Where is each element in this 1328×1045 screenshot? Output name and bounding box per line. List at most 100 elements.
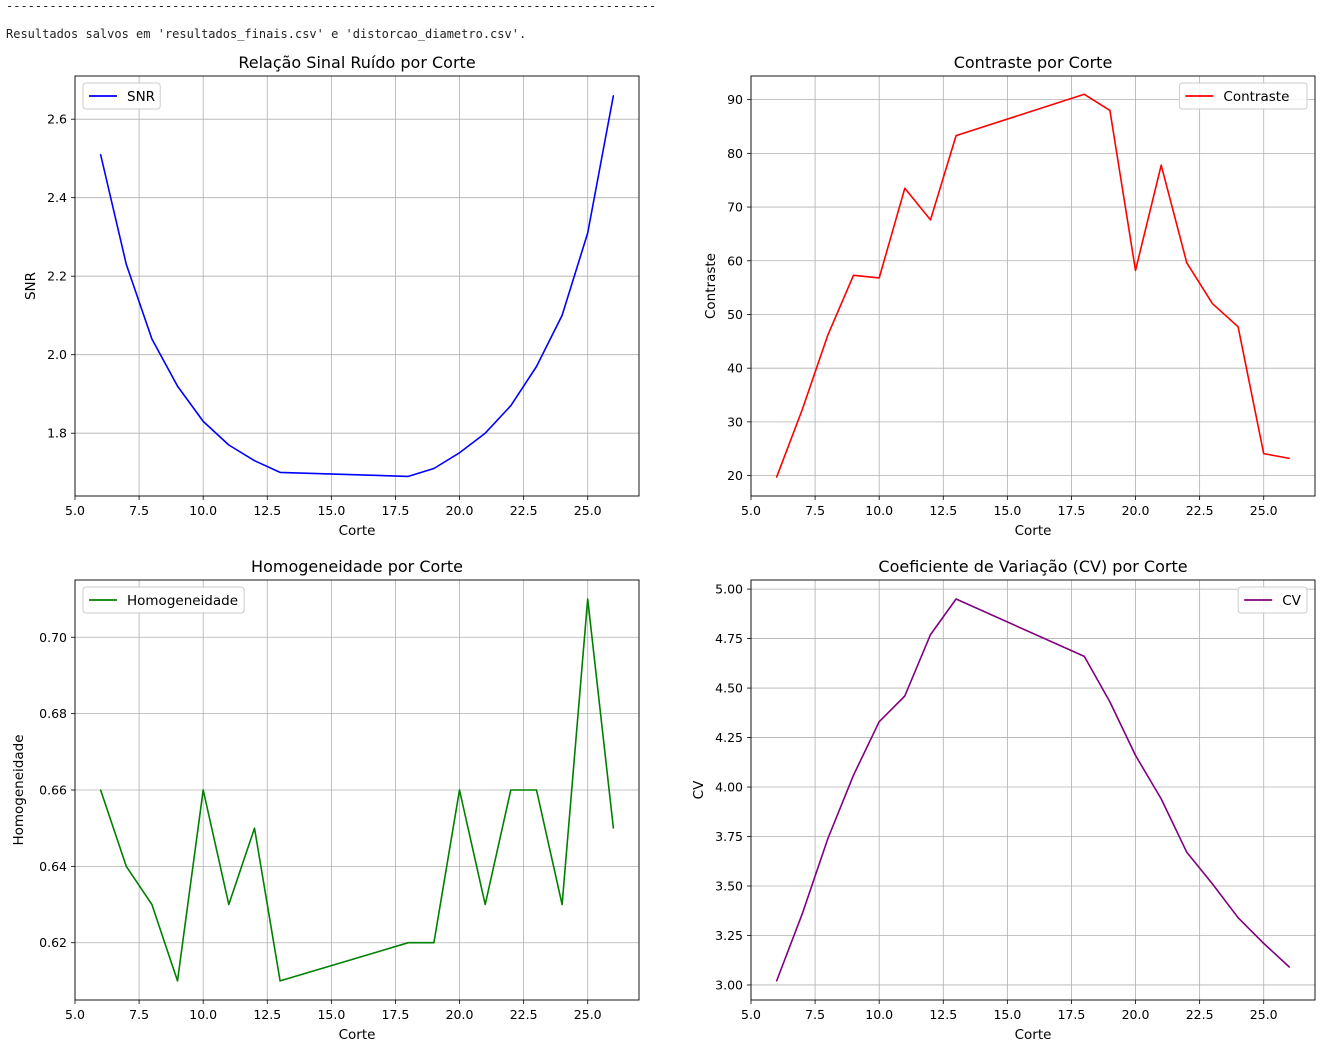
chart-4-data-point xyxy=(801,913,803,915)
chart-1-data-point xyxy=(253,460,256,462)
chart-4-data-point xyxy=(904,695,906,697)
chart-3-title: Homogeneidade por Corte xyxy=(251,557,463,576)
chart-2-data-point xyxy=(801,408,803,411)
chart-2-series-contraste-line xyxy=(775,93,1290,478)
chart-2-data-point xyxy=(955,135,957,137)
chart-3-x-tick-label: 22.5 xyxy=(510,1007,538,1022)
chart-4-legend: CV xyxy=(1237,586,1308,614)
chart-1-y-tick-label: 1.8 xyxy=(47,426,67,441)
chart-2-axes-frame xyxy=(750,75,1316,497)
chart-2-data-point xyxy=(827,334,829,336)
chart-3-y-axis-label: Homogeneidade xyxy=(11,734,27,845)
chart-4-data-point xyxy=(1211,883,1214,885)
chart-4-x-tick-label: 20.0 xyxy=(1122,1007,1150,1022)
chart-4-data-point xyxy=(827,837,829,840)
chart-3-legend: Homogeneidade xyxy=(82,586,245,614)
chart-3-data-point xyxy=(228,903,230,906)
chart-2-y-tick-label: 30 xyxy=(727,414,743,429)
chart-4-data-point xyxy=(955,598,957,600)
chart-2-y-tick-label: 40 xyxy=(727,361,743,376)
chart-3-data-point xyxy=(458,789,461,791)
chart-4-x-tick-label: 15.0 xyxy=(993,1007,1021,1022)
chart-4-y-tick-label: 4.25 xyxy=(715,730,743,745)
chart-2-legend: Contraste xyxy=(1178,82,1308,110)
chart-1-y-axis-label: SNR xyxy=(23,272,39,300)
chart-3-x-tick-label: 10.0 xyxy=(189,1007,217,1022)
chart-1-x-tick-label: 7.5 xyxy=(129,503,149,518)
chart-1-data-point xyxy=(176,385,179,387)
chart-3: 5.0 7.5 10.0 12.5 15.0 17.5 20.0 22.5 25.0 0.62 0.… xyxy=(11,557,640,1043)
chart-1-title: Relação Sinal Ruído por Corte xyxy=(238,53,475,72)
chart-2-x-axis-label: Corte xyxy=(1015,523,1052,539)
chart-1-x-axis-label: Corte xyxy=(339,523,376,539)
chart-1-data-point xyxy=(561,314,563,317)
chart-3-data-point xyxy=(176,980,179,982)
chart-2-y-tick-label: 90 xyxy=(727,92,743,107)
chart-3-x-tick-label: 25.0 xyxy=(574,1007,602,1022)
chart-2-data-point xyxy=(1186,262,1188,264)
chart-3-y-tick-label: 0.70 xyxy=(39,630,67,645)
chart-4-x-tick-label: 17.5 xyxy=(1058,1007,1086,1022)
chart-4-data-point xyxy=(1263,942,1265,944)
chart-3-x-tick-label: 20.0 xyxy=(446,1007,474,1022)
chart-3-data-point xyxy=(407,942,409,944)
chart-4-title: Coeficiente de Variação (CV) por Corte xyxy=(878,557,1187,576)
chart-1-data-point xyxy=(458,452,461,454)
chart-4-data-point xyxy=(1288,966,1290,968)
chart-1-x-tick-label: 25.0 xyxy=(574,503,602,518)
chart-4-data-point xyxy=(1109,701,1111,703)
chart-3-data-point xyxy=(279,980,281,982)
chart-1-y-tick-label: 2.6 xyxy=(47,112,67,127)
chart-4-y-axis-label: CV xyxy=(691,780,707,799)
chart-1-x-tick-label: 5.0 xyxy=(65,503,85,518)
chart-4-x-tick-label: 25.0 xyxy=(1250,1007,1278,1022)
chart-2-x-tick-label: 22.5 xyxy=(1186,503,1214,518)
chart-4-y-tick-label: 4.00 xyxy=(715,780,743,795)
chart-4-data-point xyxy=(852,774,855,776)
chart-4-data-point xyxy=(1134,754,1137,756)
chart-1-axes-frame xyxy=(74,75,640,497)
chart-4-data-point xyxy=(1237,917,1239,919)
chart-1-data-point xyxy=(279,471,281,474)
chart-3-x-tick-label: 7.5 xyxy=(129,1007,149,1022)
chart-3-x-tick-label: 17.5 xyxy=(382,1007,410,1022)
chart-2-data-point xyxy=(1237,326,1239,328)
chart-1-y-tick-label: 2.2 xyxy=(47,269,67,284)
chart-2-data-point xyxy=(929,219,932,221)
chart-3-data-point xyxy=(100,789,102,791)
chart-4-x-tick-label: 5.0 xyxy=(741,1007,761,1022)
chart-2-legend-label: Contraste xyxy=(1223,89,1289,105)
chart-4-data-point xyxy=(878,721,880,723)
chart-3-x-tick-label: 12.5 xyxy=(253,1007,281,1022)
chart-2-y-axis-label: Contraste xyxy=(703,253,719,319)
chart-3-data-point xyxy=(151,903,153,906)
chart-2-legend-box xyxy=(1178,82,1308,110)
chart-1-data-point xyxy=(202,420,204,423)
chart-3-x-tick-label: 15.0 xyxy=(317,1007,345,1022)
chart-1-data-point xyxy=(535,365,538,368)
chart-3-data-point xyxy=(587,598,589,600)
chart-2-data-point xyxy=(776,476,778,478)
chart-2-title: Contraste por Corte xyxy=(954,53,1113,72)
chart-2-x-tick-label: 7.5 xyxy=(805,503,825,518)
chart-2-x-tick-label: 20.0 xyxy=(1122,503,1150,518)
chart-4-x-tick-label: 22.5 xyxy=(1186,1007,1214,1022)
chart-2-y-tick-label: 20 xyxy=(727,468,743,483)
chart-1-x-tick-label: 15.0 xyxy=(317,503,345,518)
chart-3-x-axis-label: Corte xyxy=(339,1027,376,1043)
chart-3-data-point xyxy=(484,903,486,906)
chart-2-data-point xyxy=(852,274,855,276)
chart-2-data-point xyxy=(1263,452,1265,455)
chart-2-x-tick-label: 17.5 xyxy=(1058,503,1086,518)
chart-1-data-point xyxy=(125,263,127,266)
chart-4-y-tick-label: 4.50 xyxy=(715,681,743,696)
chart-2-data-point xyxy=(1109,109,1111,111)
chart-1-data-point xyxy=(484,432,486,434)
chart-4-y-tick-label: 5.00 xyxy=(715,582,743,597)
chart-1-x-tick-label: 17.5 xyxy=(382,503,410,518)
chart-2-data-point xyxy=(904,187,906,189)
chart-1-data-point xyxy=(433,467,435,470)
chart-2-data-point xyxy=(1134,269,1137,272)
chart-2-y-tick-label: 60 xyxy=(727,253,743,268)
